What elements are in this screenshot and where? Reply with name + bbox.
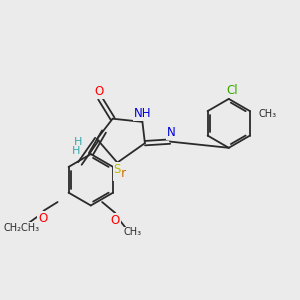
Text: H: H <box>72 146 80 156</box>
Text: Br: Br <box>114 167 127 180</box>
Text: NH: NH <box>134 106 152 120</box>
Text: O: O <box>111 214 120 227</box>
Text: H: H <box>74 137 82 147</box>
Text: O: O <box>94 85 103 98</box>
Text: Cl: Cl <box>227 84 238 97</box>
Text: CH₂CH₃: CH₂CH₃ <box>4 223 40 233</box>
Text: CH₃: CH₃ <box>124 227 142 237</box>
Text: S: S <box>114 163 121 176</box>
Text: CH₃: CH₃ <box>258 109 276 119</box>
Text: N: N <box>167 126 176 139</box>
Text: O: O <box>38 212 47 225</box>
